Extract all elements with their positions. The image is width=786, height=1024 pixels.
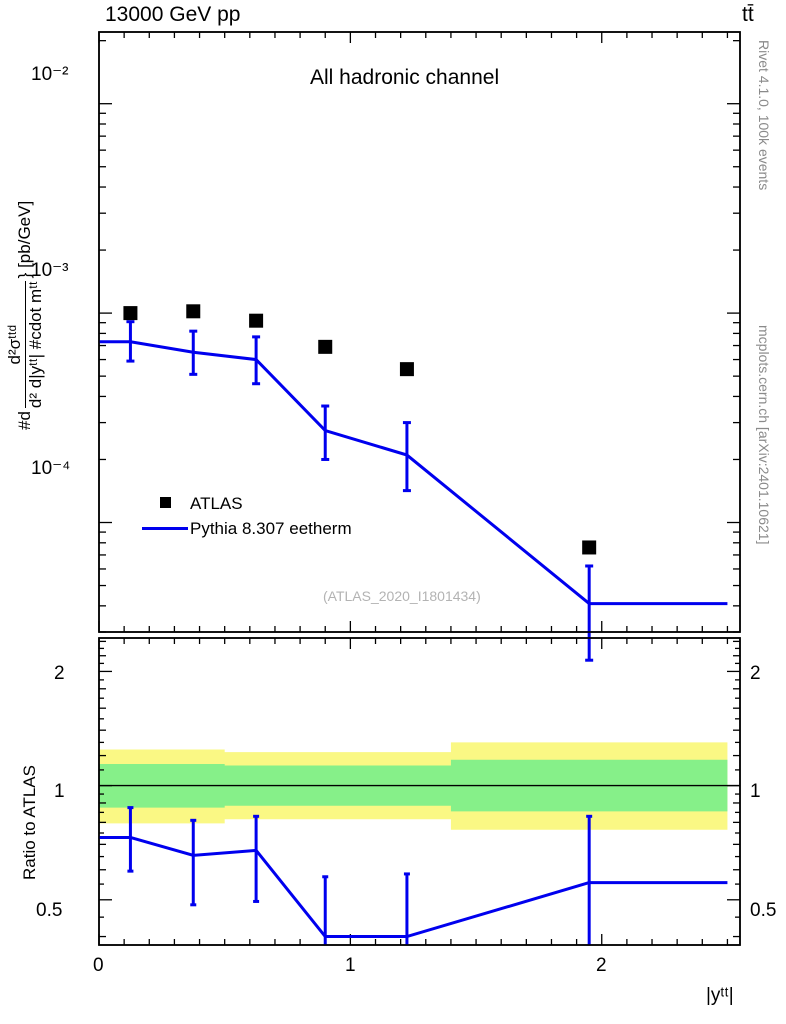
xtick-label-2: 2 xyxy=(596,955,607,976)
ratio-ytick-label-right-1: 1 xyxy=(750,781,761,802)
xtick-label-0: 0 xyxy=(93,955,104,976)
legend-entry-pythia[interactable]: Pythia 8.307 eetherm xyxy=(140,516,400,542)
pythia-ratio-curve xyxy=(130,836,590,939)
x-axis-label: |yᵗᵗ| xyxy=(706,985,734,1006)
atlas-data-marker[interactable] xyxy=(186,304,201,319)
main-ytick-label-0: 10⁻² xyxy=(31,64,69,85)
atlas-data-marker[interactable] xyxy=(582,540,597,555)
legend-label-atlas: ATLAS xyxy=(190,494,243,513)
pythia-main-curve xyxy=(130,340,591,605)
ratio-ytick-label-right-2: 0.5 xyxy=(750,900,777,921)
main-ytick-label-2: 10⁻⁴ xyxy=(31,458,71,479)
legend-entry-atlas[interactable]: ATLAS xyxy=(140,492,400,516)
ratio-panel-frame-overlay xyxy=(98,637,741,946)
legend: ATLAS Pythia 8.307 eetherm xyxy=(140,492,400,542)
atlas-data-marker[interactable] xyxy=(249,313,264,328)
legend-marker-line-icon xyxy=(140,520,190,538)
atlas-data-marker[interactable] xyxy=(399,362,414,377)
ratio-ytick-label-left-0: 2 xyxy=(54,663,65,684)
atlas-data-marker[interactable] xyxy=(123,306,138,321)
panel-title: All hadronic channel xyxy=(310,66,500,89)
xtick-label-1: 1 xyxy=(345,955,356,976)
atlas-data-marker[interactable] xyxy=(318,339,333,354)
main-ytick-label-1: 10⁻³ xyxy=(31,260,69,281)
ratio-ytick-label-right-0: 2 xyxy=(750,663,761,684)
ratio-ytick-label-left-1: 1 xyxy=(54,781,65,802)
ratio-ytick-label-left-2: 0.5 xyxy=(36,900,63,921)
header-process-label: tt̄ xyxy=(742,3,754,26)
header-beam-label: 13000 GeV pp xyxy=(105,3,241,26)
analysis-id-watermark: (ATLAS_2020_I1801434) xyxy=(323,588,481,604)
main-panel-frame-overlay xyxy=(98,31,741,633)
legend-marker-square-icon xyxy=(140,495,190,513)
legend-label-pythia: Pythia 8.307 eetherm xyxy=(190,519,352,538)
